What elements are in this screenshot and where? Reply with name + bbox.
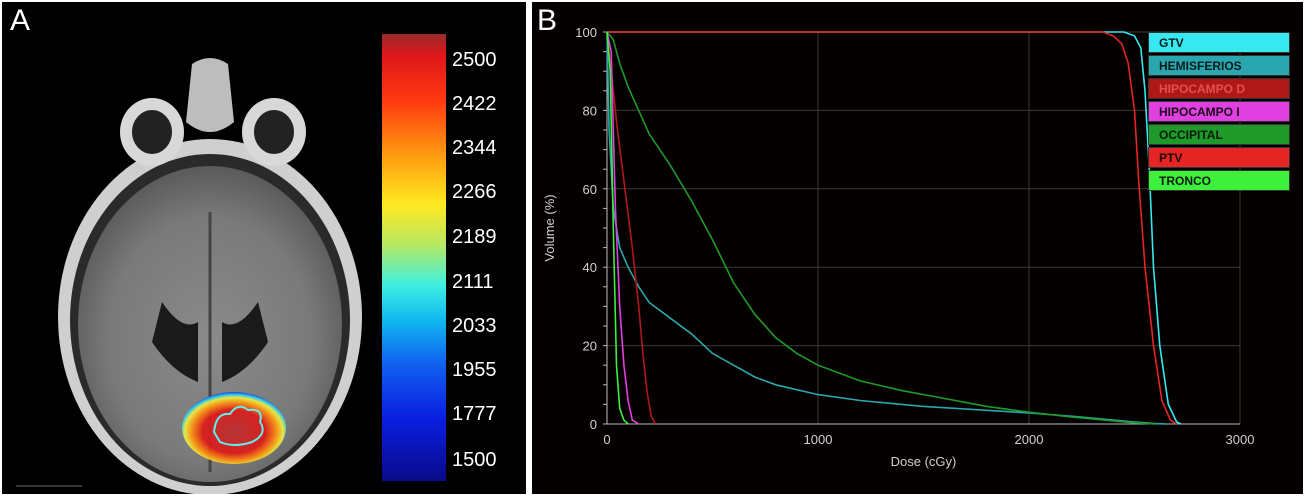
dose-distribution: [182, 392, 286, 464]
y-tick-label: 80: [583, 103, 597, 118]
x-axis-label: Dose (cGy): [891, 454, 957, 469]
dvh-chart-panel: 0 1000 2000 3000 0 20 40 60 80 100 Dose (cGy) Volum…: [532, 2, 1303, 494]
y-tick-label: 100: [575, 25, 597, 40]
series-line-occipital: [606, 31, 1156, 425]
series-line-hipocampo-i: [606, 31, 640, 425]
colorbar-tick: 2266: [452, 181, 497, 203]
legend-item-occipital: OCCIPITAL: [1148, 124, 1290, 145]
colorbar-tick: 1500: [452, 449, 497, 471]
legend-item-hemisferios: HEMISFERIOS: [1148, 55, 1290, 76]
series-line-hipocampo-d: [606, 31, 657, 425]
x-tick-label: 3000: [1226, 432, 1255, 447]
legend-item-hipocampo-d: HIPOCAMPO D: [1148, 78, 1290, 99]
legend-item-ptv: PTV: [1148, 147, 1290, 168]
series-line-ptv: [607, 31, 1178, 425]
y-tick-label: 0: [590, 417, 597, 432]
colorbar-tick: 1777: [452, 403, 497, 425]
nasal-structure: [186, 58, 234, 132]
ventricles: [152, 302, 268, 382]
colorbar-tick: 2344: [452, 137, 497, 159]
target-contour: [212, 405, 264, 446]
colorbar-tick: 2422: [452, 93, 497, 115]
panel-b-letter: B: [537, 4, 558, 37]
series-line-gtv: [607, 31, 1182, 425]
x-tick-label: 2000: [1015, 432, 1044, 447]
colorbar-tick: 2189: [452, 226, 497, 248]
y-tick-label: 40: [583, 260, 597, 275]
brain-mri-panel: A 2500 2422 2344 2266 2189 2111 2033 195…: [2, 2, 526, 494]
colorbar-tick: 2111: [452, 271, 494, 293]
legend-item-hipocampo-i: HIPOCAMPO I: [1148, 101, 1290, 122]
colorbar-tick: 2033: [452, 315, 497, 337]
dvh-chart: 0 1000 2000 3000 0 20 40 60 80 100 Dose (cGy) Volum…: [542, 25, 1255, 469]
x-tick-label: 0: [603, 432, 610, 447]
dose-colorbar: [382, 34, 446, 481]
series-line-tronco: [606, 31, 629, 425]
x-tick-label: 1000: [804, 432, 833, 447]
legend-item-tronco: TRONCO: [1148, 170, 1290, 191]
y-axis-label: Volume (%): [542, 194, 557, 261]
legend-item-gtv: GTV: [1148, 32, 1290, 53]
colorbar-tick: 2500: [452, 49, 497, 71]
y-tick-label: 60: [583, 182, 597, 197]
panel-a-letter: A: [10, 4, 31, 37]
y-tick-label: 20: [583, 339, 597, 354]
series-line-hemisferios: [606, 31, 1167, 425]
brain-mri-image: [16, 58, 362, 494]
colorbar-tick: 1955: [452, 359, 497, 381]
